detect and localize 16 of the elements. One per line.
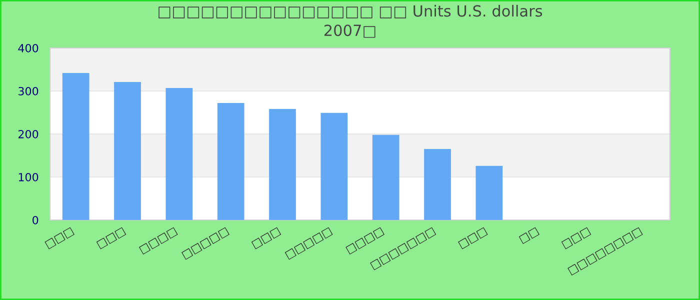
y-tick-label: 200 [18,130,38,138]
bar [424,149,451,220]
x-tick-label: □□ [518,227,540,244]
bar [114,82,141,220]
bar [166,88,193,220]
y-tick-label: 400 [18,44,38,52]
y-tick-label: 300 [18,86,38,96]
bar [320,112,348,220]
chart-title: □□□□□□□□□□□□□□□ □□ Units U.S. dollars 2007□ [158,4,542,38]
bar [269,109,296,220]
bar [372,134,400,220]
y-tick-label: 0 [32,216,38,224]
bar [62,72,90,220]
y-tick-label: 100 [18,172,38,182]
bar [217,103,244,220]
bar [476,166,503,220]
